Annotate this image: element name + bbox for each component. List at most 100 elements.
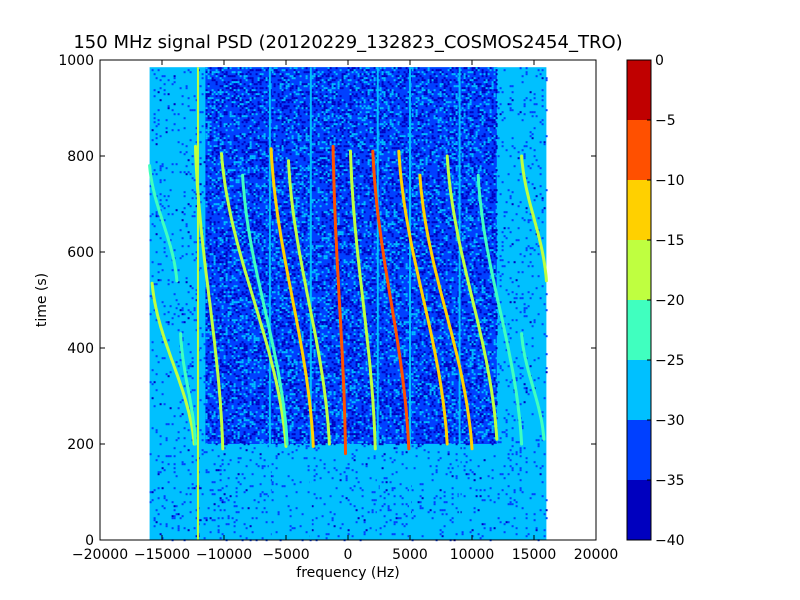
heatmap-cell — [281, 125, 284, 128]
heatmap-cell — [315, 215, 318, 218]
heatmap-cell — [217, 489, 220, 492]
heatmap-cell — [219, 95, 222, 98]
heatmap-cell — [217, 351, 220, 354]
heatmap-cell — [209, 173, 212, 176]
heatmap-cell — [283, 295, 286, 298]
heatmap-cell — [169, 305, 172, 308]
heatmap-cell — [199, 267, 202, 270]
heatmap-cell — [247, 295, 250, 298]
heatmap-cell — [291, 83, 294, 86]
heatmap-cell — [233, 331, 236, 334]
heatmap-cell — [263, 237, 266, 240]
heatmap-cell — [209, 411, 212, 414]
heatmap-cell — [173, 471, 176, 474]
heatmap-cell — [235, 477, 238, 480]
heatmap-cell — [259, 79, 262, 82]
heatmap-cell — [279, 103, 282, 106]
heatmap-cell — [249, 191, 252, 194]
heatmap-cell — [299, 213, 302, 216]
heatmap-cell — [315, 141, 318, 144]
heatmap-cell — [231, 209, 234, 212]
heatmap-cell — [289, 211, 292, 214]
heatmap-cell — [253, 323, 256, 326]
heatmap-cell — [313, 479, 316, 482]
heatmap-cell — [295, 303, 298, 306]
heatmap-cell — [233, 441, 236, 444]
heatmap-cell — [267, 213, 270, 216]
heatmap-cell — [271, 267, 274, 270]
heatmap-cell — [311, 361, 314, 364]
heatmap-cell — [243, 375, 246, 378]
heatmap-cell — [235, 413, 238, 416]
heatmap-cell — [259, 313, 262, 316]
heatmap-cell — [301, 167, 304, 170]
heatmap-cell — [219, 85, 222, 88]
heatmap-cell — [187, 309, 190, 312]
heatmap-cell — [275, 445, 278, 448]
heatmap-cell — [251, 277, 254, 280]
heatmap-cell — [205, 421, 208, 424]
heatmap-cell — [209, 331, 212, 334]
heatmap-cell — [251, 79, 254, 82]
heatmap-cell — [221, 375, 224, 378]
heatmap-cell — [219, 117, 222, 120]
heatmap-cell — [291, 365, 294, 368]
heatmap-cell — [171, 281, 174, 284]
heatmap-cell — [279, 297, 282, 300]
heatmap-cell — [205, 121, 208, 124]
heatmap-cell — [245, 287, 248, 290]
heatmap-cell — [267, 155, 270, 158]
heatmap-cell — [287, 191, 290, 194]
heatmap-cell — [183, 191, 186, 194]
heatmap-cell — [185, 421, 188, 424]
heatmap-cell — [307, 315, 310, 318]
heatmap-cell — [257, 403, 260, 406]
heatmap-cell — [219, 509, 222, 512]
heatmap-cell — [281, 369, 284, 372]
heatmap-cell — [223, 149, 226, 152]
heatmap-cell — [271, 107, 274, 110]
heatmap-cell — [257, 427, 260, 430]
heatmap-cell — [255, 339, 258, 342]
heatmap-cell — [181, 103, 184, 106]
heatmap-cell — [203, 357, 206, 360]
heatmap-cell — [213, 149, 216, 152]
heatmap-cell — [167, 375, 170, 378]
heatmap-cell — [307, 353, 310, 356]
heatmap-cell — [263, 345, 266, 348]
heatmap-cell — [263, 241, 266, 244]
heatmap-cell — [281, 107, 284, 110]
heatmap-cell — [293, 71, 296, 74]
heatmap-cell — [253, 275, 256, 278]
heatmap-cell — [313, 187, 316, 190]
heatmap-cell — [213, 221, 216, 224]
heatmap-cell — [259, 483, 262, 486]
heatmap-cell — [211, 73, 214, 76]
heatmap-cell — [231, 395, 234, 398]
heatmap-cell — [149, 381, 152, 384]
heatmap-cell — [257, 465, 260, 468]
heatmap-cell — [287, 257, 290, 260]
heatmap-cell — [239, 421, 242, 424]
heatmap-cell — [311, 103, 314, 106]
heatmap-cell — [257, 199, 260, 202]
heatmap-cell — [211, 159, 214, 162]
heatmap-cell — [245, 489, 248, 492]
heatmap-cell — [179, 415, 182, 418]
heatmap-cell — [231, 333, 234, 336]
heatmap-cell — [223, 365, 226, 368]
heatmap-cell — [237, 73, 240, 76]
heatmap-cell — [273, 387, 276, 390]
heatmap-cell — [211, 375, 214, 378]
heatmap-cell — [217, 435, 220, 438]
heatmap-cell — [311, 407, 314, 410]
heatmap-cell — [195, 319, 198, 322]
heatmap-cell — [285, 121, 288, 124]
heatmap-cell — [297, 303, 300, 306]
heatmap-cell — [219, 327, 222, 330]
heatmap-cell — [245, 281, 248, 284]
heatmap-cell — [289, 387, 292, 390]
heatmap-cell — [213, 413, 216, 416]
heatmap-cell — [225, 85, 228, 88]
heatmap-cell — [285, 323, 288, 326]
